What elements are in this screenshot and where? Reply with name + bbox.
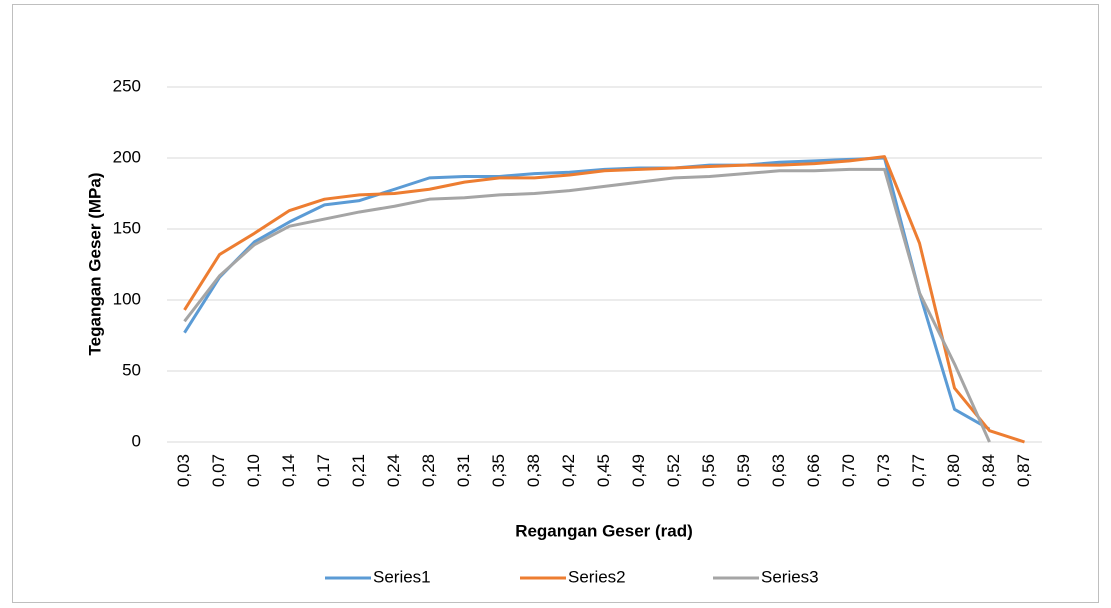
x-tick-label: 0,63 xyxy=(769,454,788,487)
y-tick-label: 250 xyxy=(113,76,141,95)
x-tick-label: 0,59 xyxy=(734,454,753,487)
x-tick-label: 0,03 xyxy=(174,454,193,487)
x-tick-label: 0,35 xyxy=(489,454,508,487)
x-tick-label: 0,77 xyxy=(909,454,928,487)
x-tick-label: 0,87 xyxy=(1014,454,1033,487)
chart-border xyxy=(12,4,1099,603)
legend-label: Series3 xyxy=(761,567,819,586)
x-tick-label: 0,28 xyxy=(419,454,438,487)
x-tick-label: 0,84 xyxy=(979,454,998,487)
series-line xyxy=(183,167,991,443)
x-tick-label: 0,24 xyxy=(384,454,403,487)
y-tick-label: 0 xyxy=(132,431,141,450)
x-tick-label: 0,14 xyxy=(279,454,298,487)
x-tick-label: 0,45 xyxy=(594,454,613,487)
x-tick-label: 0,31 xyxy=(454,454,473,487)
x-tick-label: 0,70 xyxy=(839,454,858,487)
y-tick-label: 50 xyxy=(122,360,141,379)
series-line xyxy=(183,155,1025,444)
x-tick-label: 0,56 xyxy=(699,454,718,487)
legend-label: Series2 xyxy=(568,567,626,586)
x-tick-label: 0,42 xyxy=(559,454,578,487)
y-tick-label: 100 xyxy=(113,289,141,308)
x-axis-title: Regangan Geser (rad) xyxy=(515,521,693,540)
legend-label: Series1 xyxy=(373,567,431,586)
y-tick-label: 200 xyxy=(113,147,141,166)
x-tick-label: 0,21 xyxy=(349,454,368,487)
x-tick-label: 0,73 xyxy=(874,454,893,487)
x-tick-label: 0,52 xyxy=(664,454,683,487)
x-tick-label: 0,17 xyxy=(314,454,333,487)
y-tick-label: 150 xyxy=(113,218,141,237)
x-tick-label: 0,38 xyxy=(524,454,543,487)
x-tick-label: 0,66 xyxy=(804,454,823,487)
x-tick-label: 0,10 xyxy=(244,454,263,487)
x-tick-label: 0,49 xyxy=(629,454,648,487)
x-tick-label: 0,80 xyxy=(944,454,963,487)
x-tick-label: 0,07 xyxy=(209,454,228,487)
y-axis-title: Tegangan Geser (MPa) xyxy=(85,173,104,356)
